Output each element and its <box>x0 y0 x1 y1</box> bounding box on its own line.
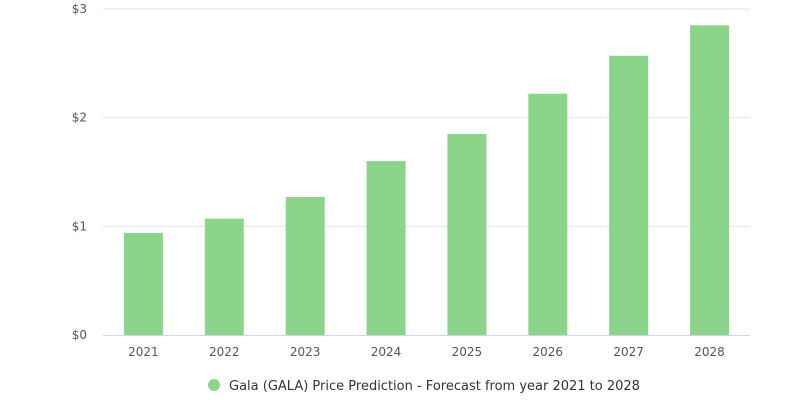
bar-2025[interactable] <box>447 133 487 335</box>
bar-2022[interactable] <box>204 218 244 335</box>
y-tick-label: $2 <box>72 111 87 125</box>
bar-2023[interactable] <box>285 196 325 335</box>
x-tick-label: 2021 <box>128 345 159 359</box>
y-tick-label: $3 <box>72 2 87 16</box>
x-tick-label: 2026 <box>533 345 564 359</box>
x-tick-label: 2024 <box>371 345 402 359</box>
y-tick-label: $1 <box>72 219 87 233</box>
grid-layer <box>103 8 750 227</box>
y-axis-ticks: $0 $1 $2 $3 <box>72 2 87 342</box>
legend[interactable]: Gala (GALA) Price Prediction - Forecast … <box>208 379 640 394</box>
bar-2026[interactable] <box>528 93 568 335</box>
x-tick-label: 2027 <box>613 345 644 359</box>
bar-2028[interactable] <box>690 25 730 336</box>
bar-series <box>123 25 730 336</box>
bar-2027[interactable] <box>609 55 649 336</box>
legend-label[interactable]: Gala (GALA) Price Prediction - Forecast … <box>229 379 640 394</box>
legend-marker-icon[interactable] <box>208 379 220 391</box>
x-tick-label: 2025 <box>452 345 483 359</box>
bar-2024[interactable] <box>366 161 406 335</box>
x-tick-label: 2022 <box>209 345 240 359</box>
bar-2021[interactable] <box>123 232 163 335</box>
x-axis-ticks: 2021 2022 2023 2024 2025 2026 2027 2028 <box>128 345 725 359</box>
x-tick-label: 2028 <box>694 345 725 359</box>
x-tick-label: 2023 <box>290 345 321 359</box>
y-tick-label: $0 <box>72 328 87 342</box>
